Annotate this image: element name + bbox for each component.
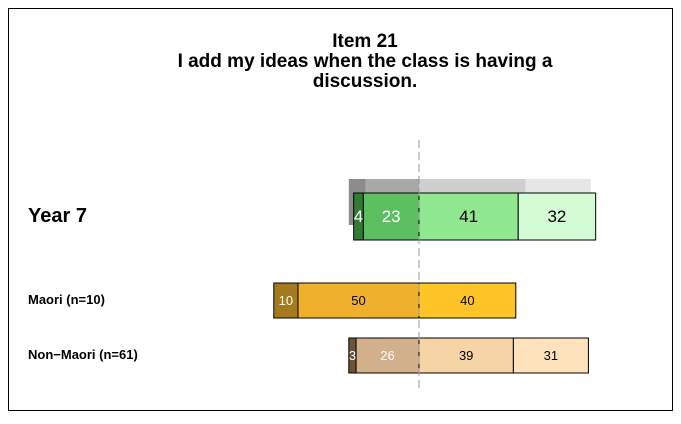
bar-segment [517, 192, 597, 241]
value-label: 26 [380, 348, 394, 363]
bar-segment [297, 282, 420, 319]
bar-segment [355, 337, 420, 374]
value-label: 4 [354, 207, 363, 226]
value-label: 50 [351, 293, 365, 308]
value-label: 39 [459, 348, 473, 363]
chart-title: Item 21 [332, 31, 398, 52]
value-label: 23 [382, 207, 401, 226]
value-label: 32 [547, 207, 566, 226]
value-label: 10 [279, 293, 293, 308]
chart-title: discussion. [313, 71, 418, 92]
row-label: Non−Maori (n=61) [28, 347, 138, 362]
value-label: 3 [349, 348, 356, 363]
value-label: 40 [460, 293, 474, 308]
bar-segment [418, 282, 517, 319]
bar-segment [512, 337, 589, 374]
chart-title: I add my ideas when the class is having … [178, 51, 553, 72]
bar-segment [273, 282, 299, 319]
value-label: 41 [459, 207, 478, 226]
row-label: Year 7 [28, 205, 87, 227]
row-label: Maori (n=10) [28, 292, 105, 307]
value-label: 31 [544, 348, 558, 363]
